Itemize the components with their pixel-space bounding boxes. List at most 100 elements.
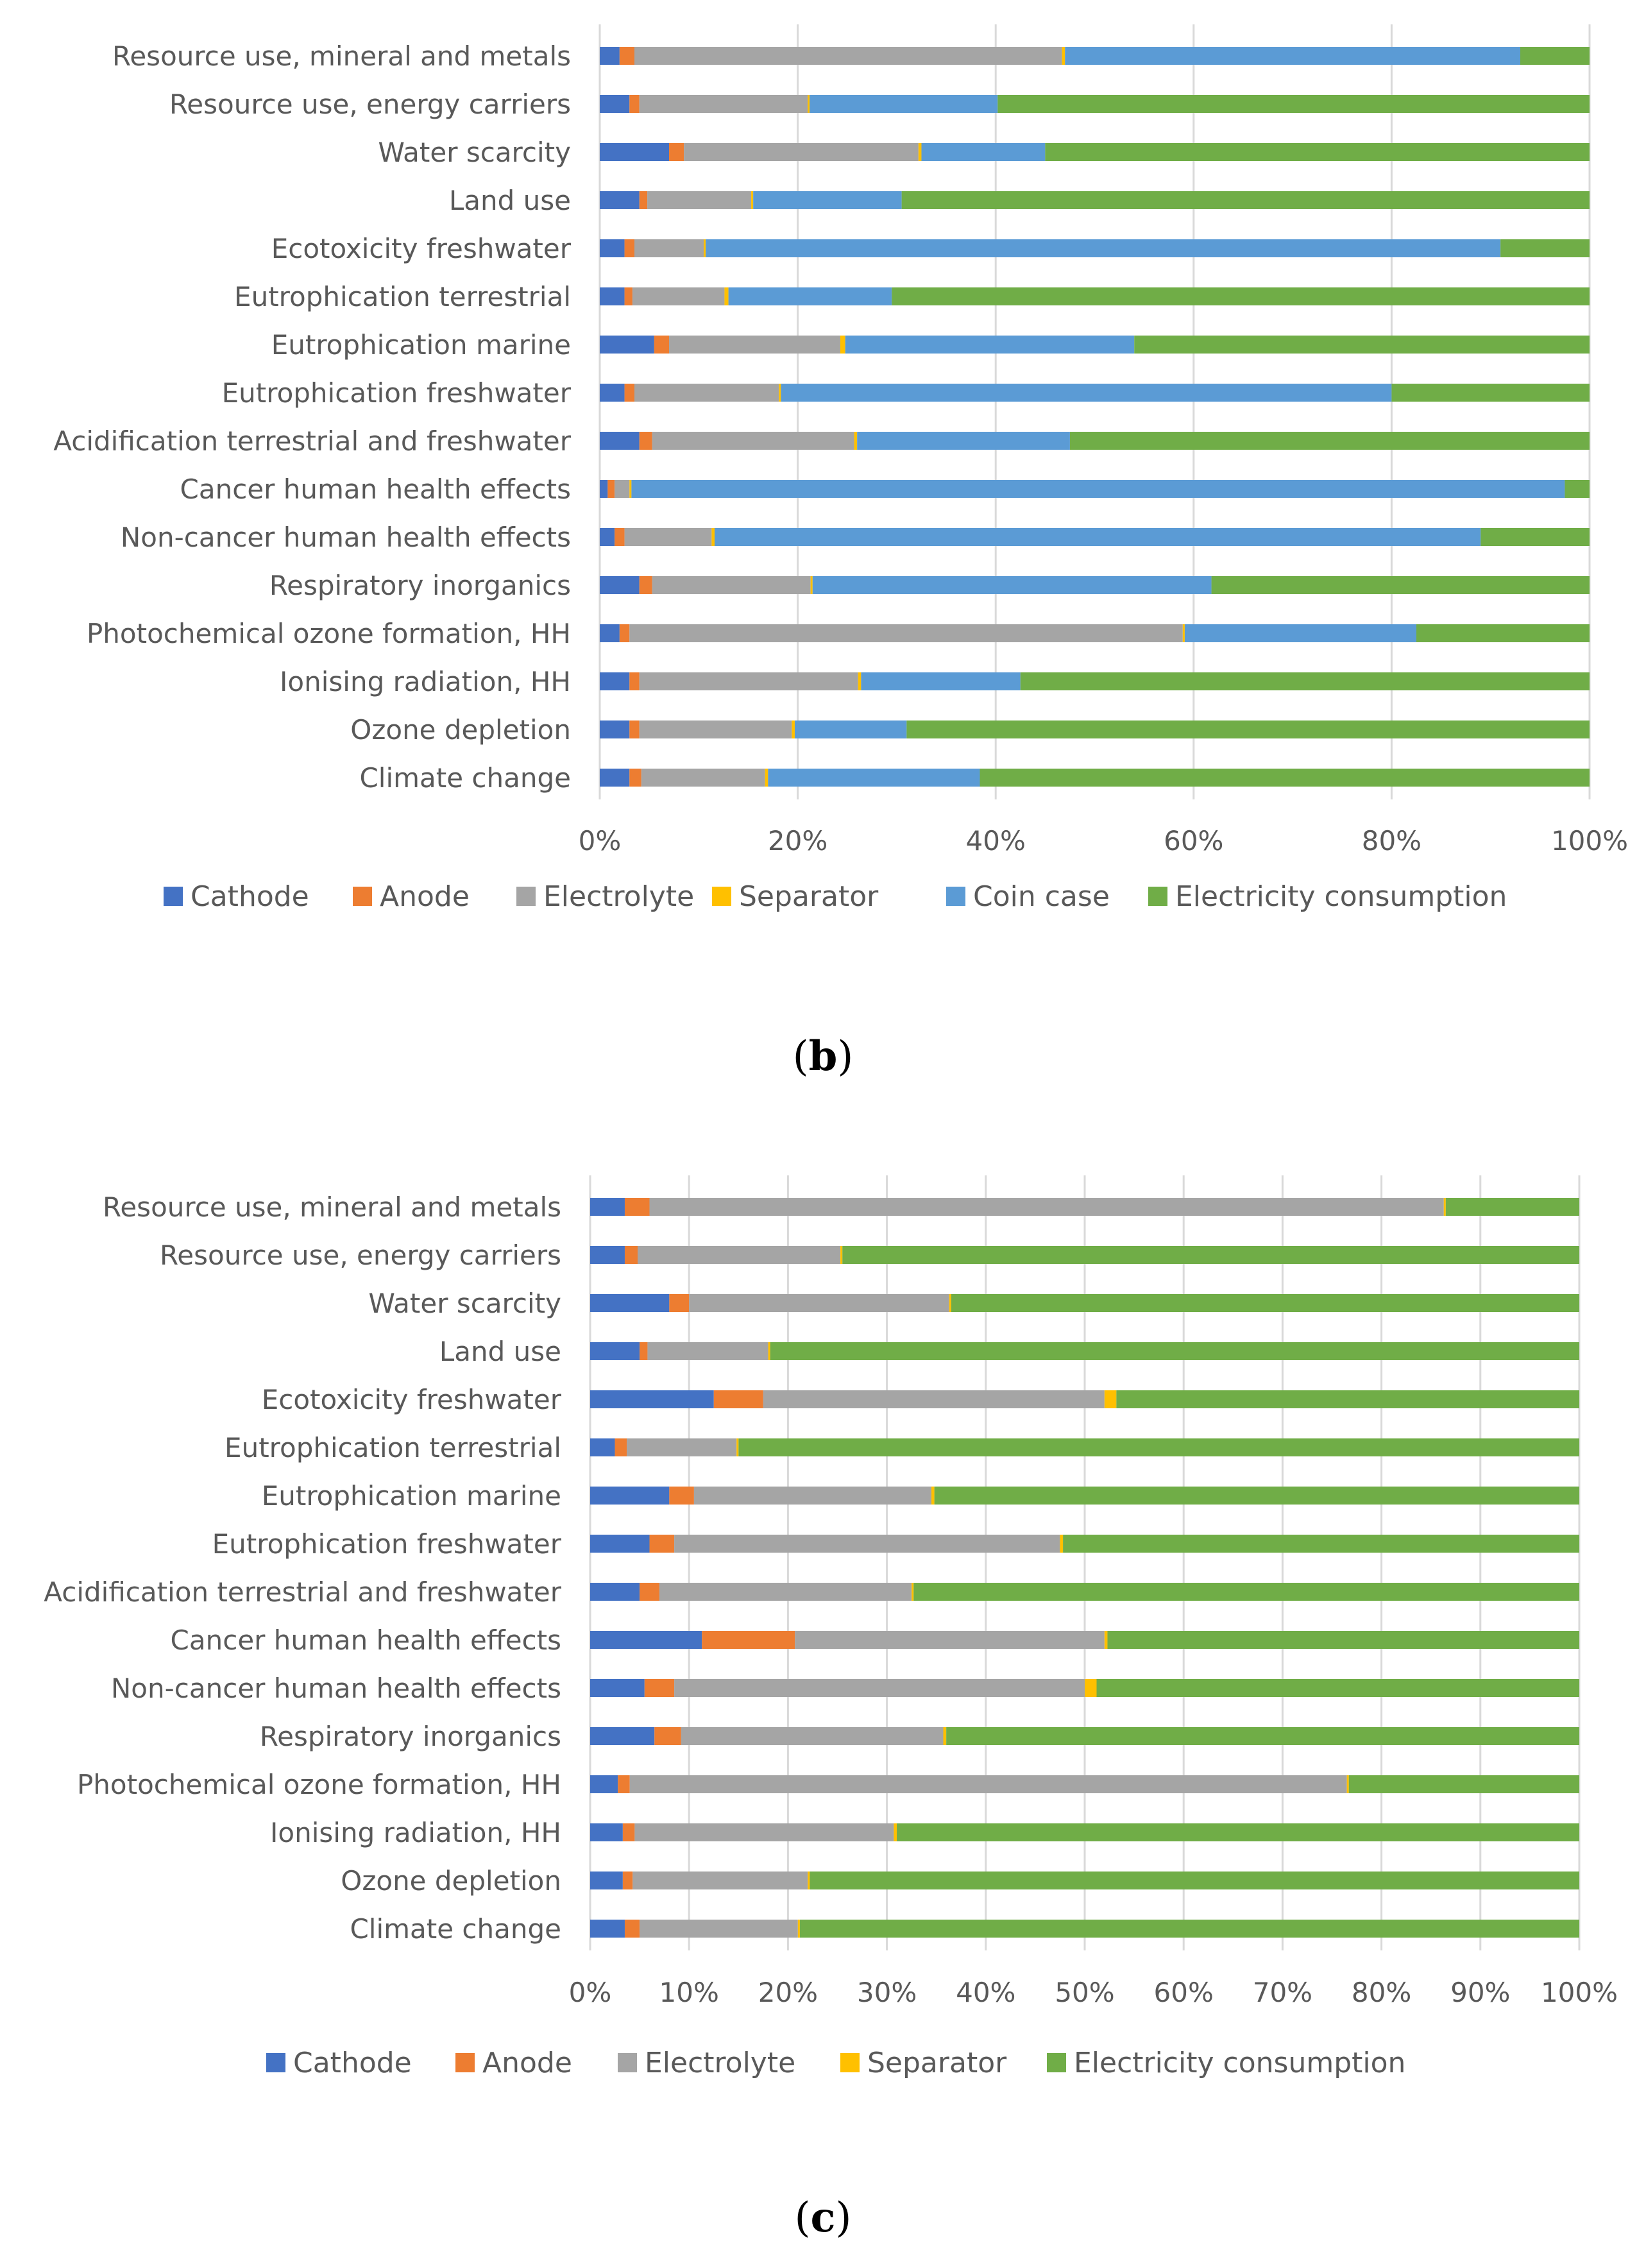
bar-segment-separator <box>779 384 781 402</box>
bar-segment-coin-case <box>1065 47 1520 65</box>
bar-segment-electrolyte <box>638 1246 841 1264</box>
bar-segment-electrolyte <box>763 1390 1105 1408</box>
x-tick-label: 90% <box>1450 1977 1510 2008</box>
category-label: Respiratory inorganics <box>260 1721 561 1752</box>
category-label: Water scarcity <box>368 1288 561 1319</box>
bar-segment-electrolyte <box>674 1679 1085 1697</box>
bar-segment-cathode <box>590 1390 714 1408</box>
bar-segment-coin-case <box>768 769 980 787</box>
x-tick-label: 0% <box>579 825 622 857</box>
bar-segment-electricity-consumption <box>1096 1679 1579 1697</box>
legend-c: Cathode Anode Electrolyte Separator Electric… <box>266 2047 1405 2079</box>
bar-segment-separator <box>912 1583 914 1601</box>
bar-segment-anode <box>644 1679 675 1697</box>
category-label: Respiratory inorganics <box>269 570 571 601</box>
bar-segment-electrolyte <box>684 143 919 161</box>
bar-segment-electricity-consumption <box>1107 1631 1579 1649</box>
bar-segment-separator <box>629 480 632 498</box>
bar-segment-anode <box>618 1775 630 1793</box>
bar-segment-electricity-consumption <box>934 1487 1579 1505</box>
legend-label: Cathode <box>293 2047 412 2079</box>
bar-segment-electrolyte <box>632 1872 808 1889</box>
bar-segment-electricity-consumption <box>1520 47 1590 65</box>
bar-segment-coin-case <box>921 143 1046 161</box>
bar-segment-separator <box>1060 1535 1064 1553</box>
bar-segment-electrolyte <box>641 769 765 787</box>
bar-segment-separator <box>765 769 768 787</box>
legend-item-electrolyte: Electrolyte <box>516 880 694 913</box>
bars-b <box>600 47 1590 787</box>
bar-segment-separator <box>858 672 861 690</box>
bar-segment-electrolyte <box>647 1342 768 1360</box>
bar-segment-anode <box>629 95 640 113</box>
bar-segment-electricity-consumption <box>906 720 1590 738</box>
legend-label: Coin case <box>973 880 1110 913</box>
category-label: Cancer human health effects <box>180 473 571 505</box>
category-label: Resource use, energy carriers <box>169 89 571 120</box>
category-label: Ozone depletion <box>350 714 571 746</box>
bar-segment-coin-case <box>728 287 892 305</box>
bar-segment-cathode <box>600 480 608 498</box>
bar-segment-coin-case <box>714 528 1481 546</box>
category-label: Ecotoxicity freshwater <box>262 1384 562 1415</box>
bar-segment-cathode <box>600 672 630 690</box>
bar-segment-separator <box>840 1246 843 1264</box>
bar-segment-cathode <box>600 720 630 738</box>
bar-segment-anode <box>640 1583 659 1601</box>
bar-segment-electricity-consumption <box>1045 143 1590 161</box>
legend-item-electricity-consumption: Electricity consumption <box>1148 880 1507 913</box>
bar-segment-electricity-consumption <box>738 1438 1579 1456</box>
bar-segment-cathode <box>600 191 640 209</box>
bar-segment-electricity-consumption <box>1445 1198 1579 1216</box>
x-tick-label: 40% <box>956 1977 1015 2008</box>
tick-labels-b: 0% 20% 40% 60% 80% 100% <box>579 825 1628 857</box>
bar-segment-separator <box>751 191 754 209</box>
bar-segment-cathode <box>590 1583 640 1601</box>
legend-swatch <box>266 2053 285 2072</box>
bar-segment-electricity-consumption <box>810 1872 1579 1889</box>
category-label: Water scarcity <box>378 137 571 168</box>
bar-segment-electricity-consumption <box>1116 1390 1579 1408</box>
bar-segment-cathode <box>590 1535 650 1553</box>
bar-segment-electrolyte <box>669 336 840 354</box>
category-label: Resource use, mineral and metals <box>112 40 571 72</box>
x-tick-label: 100% <box>1551 825 1628 857</box>
bar-segment-electricity-consumption <box>770 1342 1579 1360</box>
bar-segment-separator <box>711 528 715 546</box>
bar-segment-separator <box>1346 1775 1349 1793</box>
bar-segment-separator <box>943 1727 947 1745</box>
bar-segment-cathode <box>590 1342 640 1360</box>
x-tick-label: 100% <box>1541 1977 1618 2008</box>
legend-label: Anode <box>380 880 470 913</box>
legend-label: Separator <box>867 2047 1007 2079</box>
category-label: Climate change <box>350 1913 561 1945</box>
bar-segment-electrolyte <box>647 191 752 209</box>
legend-item-anode: Anode <box>353 880 470 913</box>
legend-swatch <box>840 2053 860 2072</box>
legend-swatch <box>1148 887 1167 906</box>
bar-segment-electricity-consumption <box>799 1920 1579 1938</box>
bar-segment-anode <box>640 1342 648 1360</box>
bar-segment-anode <box>654 336 670 354</box>
bar-segment-separator <box>797 1920 800 1938</box>
x-tick-label: 20% <box>768 825 827 857</box>
bar-segment-electricity-consumption <box>1416 624 1590 642</box>
bar-segment-electricity-consumption <box>997 95 1590 113</box>
legend-label: Separator <box>739 880 879 913</box>
bar-segment-anode <box>622 1872 633 1889</box>
bar-segment-electrolyte <box>693 1487 931 1505</box>
category-label: Resource use, mineral and metals <box>103 1191 561 1223</box>
category-label: Photochemical ozone formation, HH <box>87 618 571 649</box>
bar-segment-separator <box>1062 47 1065 65</box>
legend-swatch <box>516 887 536 906</box>
bar-segment-anode <box>669 1294 690 1312</box>
bar-segment-anode <box>639 432 652 450</box>
bar-segment-cathode <box>590 1246 625 1264</box>
legend-item-coin-case: Coin case <box>946 880 1110 913</box>
category-label: Eutrophication terrestrial <box>234 281 571 312</box>
bar-segment-electrolyte <box>632 287 725 305</box>
bar-segment-electrolyte <box>689 1294 949 1312</box>
legend-item-separator: Separator <box>840 2047 1007 2079</box>
bar-segment-anode <box>615 1438 627 1456</box>
